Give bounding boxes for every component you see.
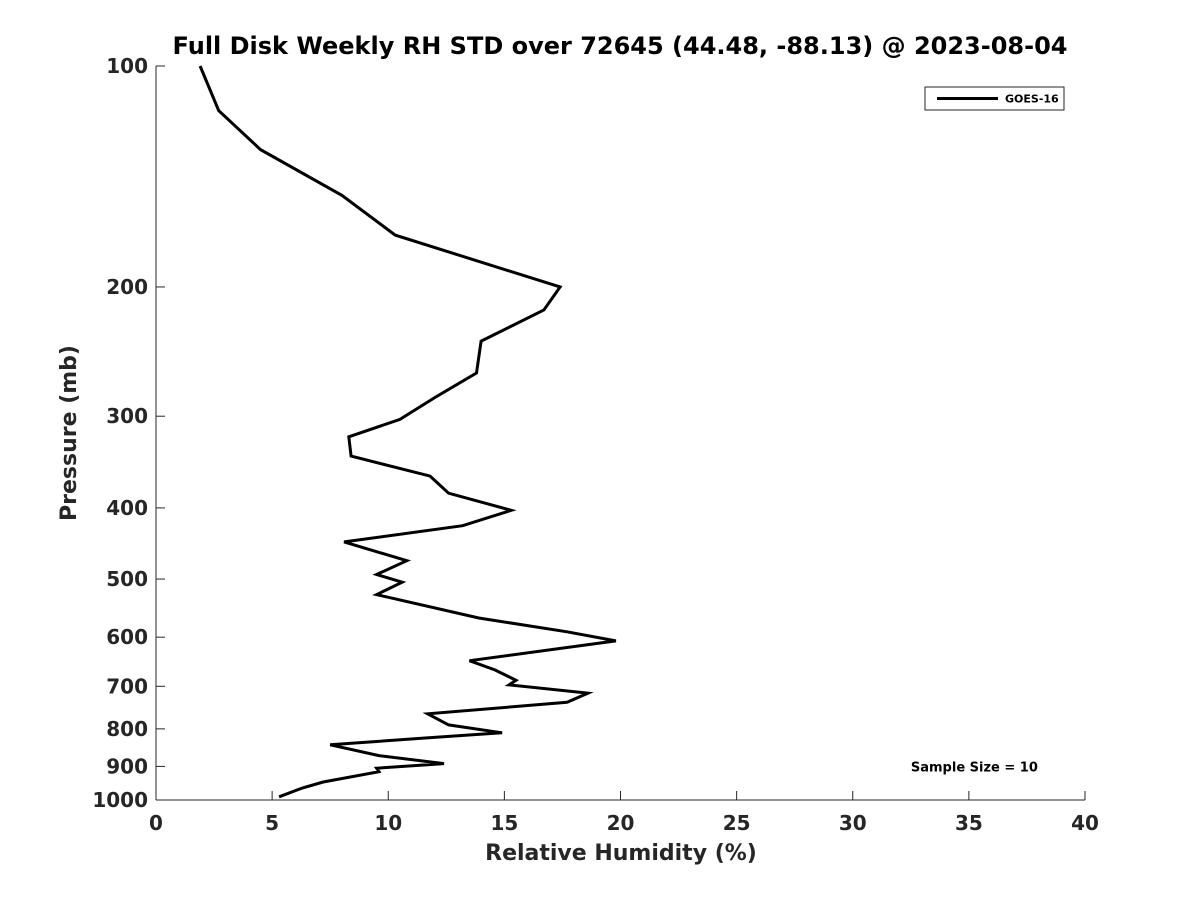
y-tick-label: 300: [106, 404, 148, 428]
y-tick-label: 400: [106, 496, 148, 520]
x-tick-label: 0: [149, 811, 163, 835]
x-axis: 0 5 10 15 20 25 30 35 40: [149, 791, 1099, 835]
sample-size-annotation: Sample Size = 10: [911, 760, 1038, 775]
legend[interactable]: GOES-16: [924, 86, 1065, 111]
y-tick-label: 100: [106, 54, 148, 78]
x-tick-label: 40: [1071, 811, 1099, 835]
y-tick-label: 500: [106, 567, 148, 591]
y-tick-label: 600: [106, 625, 148, 649]
y-tick-label: 1000: [92, 788, 148, 812]
legend-label: GOES-16: [1005, 93, 1059, 106]
annotations: Sample Size = 10: [911, 760, 1038, 775]
x-tick-label: 35: [955, 811, 983, 835]
y-tick-label: 700: [106, 674, 148, 698]
x-tick-label: 15: [490, 811, 518, 835]
y-axis-label: Pressure (mb): [57, 345, 82, 521]
series-layer: [198, 65, 617, 799]
series-line-goes-16: [198, 65, 617, 799]
x-tick-label: 30: [839, 811, 867, 835]
x-tick-label: 25: [723, 811, 751, 835]
chart-title: Full Disk Weekly RH STD over 72645 (44.4…: [173, 32, 1068, 60]
y-tick-label: 800: [106, 717, 148, 741]
plot-area: [155, 66, 1085, 801]
y-tick-label: 200: [106, 275, 148, 299]
y-axis: 100 200 300 400 500 600 700 800 900 1000: [92, 54, 165, 812]
y-tick-label: 900: [106, 754, 148, 778]
x-axis-label: Relative Humidity (%): [485, 841, 757, 866]
x-tick-label: 10: [374, 811, 402, 835]
x-tick-label: 20: [607, 811, 635, 835]
x-tick-label: 5: [265, 811, 279, 835]
